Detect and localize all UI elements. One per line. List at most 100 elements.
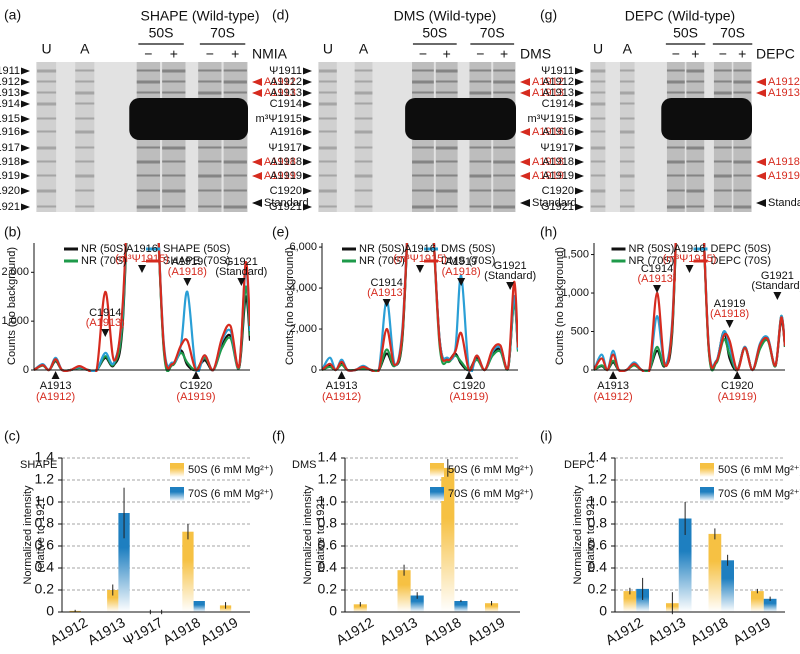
gel-band	[412, 80, 434, 84]
annotation-label: C1914	[370, 277, 402, 289]
gel-band	[493, 174, 516, 177]
gel-band	[686, 80, 705, 83]
gel-band	[619, 80, 635, 83]
gel-band	[354, 130, 373, 134]
legend-label: DMS (70S)	[441, 255, 495, 267]
y-tick-label: 0.8	[318, 515, 338, 531]
legend-label: NR (50S)	[629, 243, 675, 255]
y-tick-label: 6,000	[289, 241, 317, 253]
gel-band	[354, 102, 373, 105]
y-tick-label: 1.2	[318, 471, 338, 487]
hit-label: A1913	[264, 87, 296, 99]
hit-label: A1919	[768, 170, 800, 182]
trace	[594, 243, 785, 372]
gel-band	[223, 146, 247, 149]
gel-band	[713, 91, 732, 95]
gel-band	[37, 69, 57, 73]
gel-band	[412, 205, 434, 209]
marker-label: C1920	[542, 185, 574, 197]
gel-band	[318, 130, 337, 133]
gel-band	[223, 189, 247, 192]
y-tick-label: 1.0	[35, 493, 55, 509]
gel-band	[75, 80, 95, 83]
gel-band	[198, 91, 222, 95]
gel-band	[733, 69, 752, 72]
annotation-label: A1919	[714, 298, 746, 310]
group-label: 70S	[720, 25, 745, 41]
hit-arrow	[252, 172, 262, 180]
gel-band	[162, 69, 186, 73]
y-tick-label: 1.2	[35, 471, 55, 487]
gel-band	[713, 205, 732, 208]
annotation-note: (A1912)	[36, 391, 75, 403]
annotation-arrow	[51, 371, 60, 379]
gel-band	[435, 160, 458, 163]
annotation-label: A1916	[674, 243, 706, 255]
gel-band	[435, 189, 458, 193]
gel-band	[354, 160, 373, 163]
group-label: 70S	[480, 25, 505, 41]
bar	[636, 588, 649, 612]
gel-band	[37, 205, 57, 208]
gel-band	[493, 189, 516, 192]
chart-title: SHAPE	[20, 459, 57, 471]
bar	[708, 533, 722, 612]
treatment-label: −	[476, 46, 484, 62]
gel-band	[493, 205, 516, 209]
panel-letter: (b)	[4, 224, 21, 240]
annotation-arrow	[416, 265, 424, 273]
gel-band	[590, 160, 606, 163]
marker-label: C1914	[542, 98, 574, 110]
marker-label: A1913	[542, 87, 574, 99]
gel-band	[318, 117, 337, 120]
annotation-arrow	[237, 278, 246, 286]
marker-arrow	[575, 78, 584, 86]
gel-band	[469, 174, 492, 178]
marker-arrow	[575, 115, 584, 123]
marker-label: A1912	[0, 76, 20, 88]
bar	[410, 595, 424, 612]
annotation-note: (A1919)	[718, 391, 757, 403]
gel-main-band	[661, 98, 752, 140]
gel-band	[666, 91, 685, 94]
gel-band	[354, 80, 373, 83]
hit-arrow	[756, 172, 766, 180]
annotation-note: (A1919)	[449, 391, 488, 403]
marker-arrow	[575, 128, 584, 136]
gel-band	[162, 91, 186, 94]
x-tick-label: Ψ1917	[120, 614, 165, 649]
legend-label: 50S (6 mM Mg²⁺)	[448, 464, 533, 476]
gel-band	[590, 102, 606, 106]
legend-label: NR (70S)	[359, 255, 405, 267]
annotation-arrow	[773, 292, 782, 300]
standard-arrow	[520, 199, 530, 207]
legend-label: 50S (6 mM Mg²⁺)	[718, 464, 800, 476]
x-tick-label: A1913	[377, 614, 420, 648]
standard-arrow	[756, 199, 766, 207]
gel-band	[318, 146, 337, 150]
marker-label: C1920	[0, 185, 20, 197]
treatment-label: −	[144, 46, 152, 62]
annotation-label: A1916	[404, 243, 436, 255]
treatment-label: −	[206, 46, 214, 62]
gel-lane	[37, 62, 57, 212]
x-tick-label: A1912	[603, 614, 646, 648]
annotation-label: C1914	[641, 263, 673, 275]
gel-band	[37, 91, 57, 94]
annotation-note: (A1913)	[86, 317, 125, 329]
bar	[441, 467, 455, 612]
gel-band	[469, 91, 492, 95]
standard-arrow	[252, 199, 262, 207]
legend-label: SHAPE (50S)	[163, 243, 230, 255]
gel-band	[198, 69, 222, 72]
y-tick-label: 0	[329, 603, 337, 619]
y-tick-label: 0.8	[35, 515, 55, 531]
marker-label: m³Ψ1915	[0, 113, 20, 125]
gel-band	[354, 117, 373, 120]
x-tick-label: A1919	[730, 614, 773, 648]
y-tick-label: 0.2	[318, 581, 338, 597]
legend-swatch	[430, 463, 444, 477]
marker-label: C1914	[270, 98, 302, 110]
marker-arrow	[21, 115, 30, 123]
